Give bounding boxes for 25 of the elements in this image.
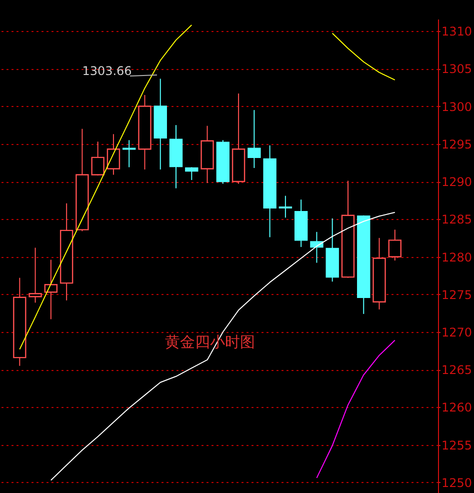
candlestick bbox=[278, 195, 292, 218]
line-series bbox=[316, 340, 396, 478]
y-tick-label: 1250 bbox=[442, 476, 472, 490]
annotation: 1303.66 bbox=[82, 64, 132, 78]
y-tick-label: 1275 bbox=[442, 288, 472, 302]
candlestick bbox=[185, 166, 198, 181]
y-tick-label: 1280 bbox=[442, 250, 472, 264]
y-tick-label: 1285 bbox=[442, 212, 472, 227]
y-tick-label: 1265 bbox=[442, 363, 472, 378]
y-tick-label: 1295 bbox=[442, 137, 472, 152]
candlestick bbox=[310, 231, 324, 264]
line-series bbox=[50, 212, 396, 481]
y-tick-label: 1290 bbox=[442, 175, 472, 190]
candlestick bbox=[388, 229, 402, 262]
y-tick-label: 1270 bbox=[442, 325, 472, 340]
y-tick-label: 1260 bbox=[442, 400, 472, 415]
candlestick bbox=[122, 140, 136, 168]
candlestick bbox=[106, 134, 120, 176]
y-tick-label: 1305 bbox=[442, 62, 472, 76]
candlestick bbox=[91, 141, 104, 176]
y-tick-label: 1255 bbox=[442, 438, 472, 452]
candlestick bbox=[248, 110, 261, 168]
candlestick bbox=[28, 247, 42, 304]
y-tick-label: 1310 bbox=[442, 24, 472, 39]
y-tick-label: 1300 bbox=[442, 100, 472, 114]
